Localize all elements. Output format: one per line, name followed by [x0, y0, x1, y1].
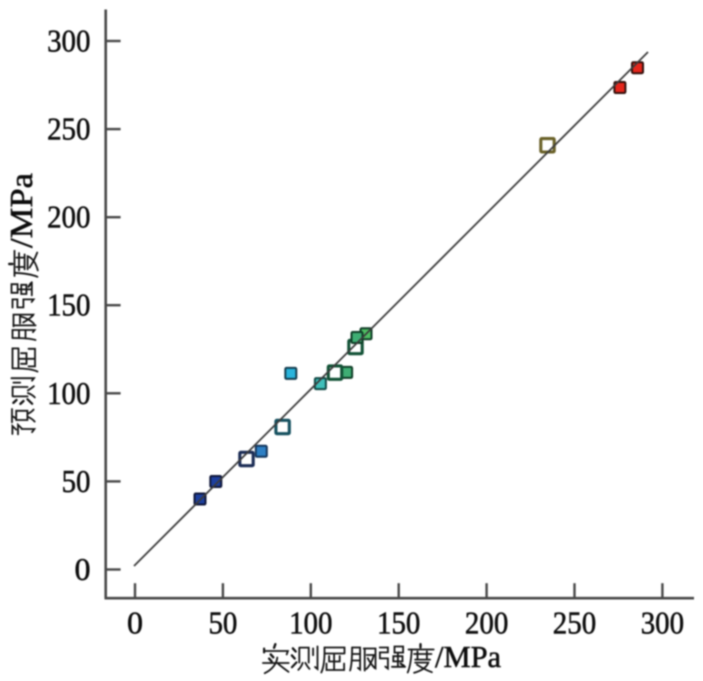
svg-text:150: 150 [47, 287, 90, 323]
svg-text:50: 50 [62, 463, 91, 499]
svg-text:300: 300 [47, 23, 90, 59]
svg-text:100: 100 [289, 605, 332, 641]
svg-text:250: 250 [47, 111, 90, 147]
svg-text:300: 300 [641, 605, 684, 641]
svg-text:200: 200 [47, 199, 90, 235]
svg-text:/MPa: /MPa [4, 173, 39, 248]
svg-text:150: 150 [377, 605, 420, 641]
svg-text:0: 0 [75, 551, 91, 587]
svg-text:0: 0 [127, 605, 143, 641]
svg-text:100: 100 [47, 375, 90, 411]
svg-text:/MPa: /MPa [435, 640, 502, 674]
svg-text:200: 200 [465, 605, 508, 641]
svg-text:50: 50 [208, 605, 237, 641]
svg-text:250: 250 [553, 605, 596, 641]
